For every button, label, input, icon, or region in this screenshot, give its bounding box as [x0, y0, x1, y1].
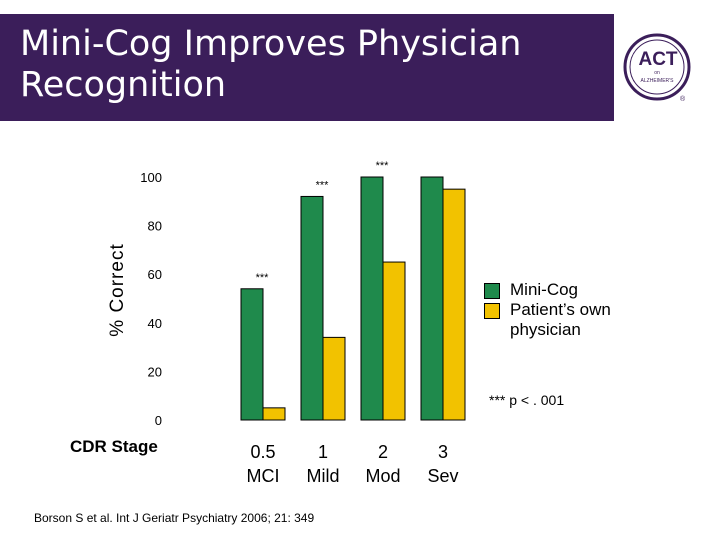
legend-item-mini-cog: Mini-Cog	[484, 280, 684, 300]
y-tick-label: 80	[148, 219, 162, 234]
legend-item-physician: Patient’s own physician	[484, 300, 684, 340]
x-tick-label: Mod	[365, 466, 400, 486]
legend-swatch-physician	[484, 303, 500, 319]
logo-alzheimers-text: ALZHEIMER'S	[641, 78, 675, 84]
x-tick-label: Mild	[306, 466, 339, 486]
y-tick-label: 20	[148, 364, 162, 379]
logo-on-text: on	[654, 70, 660, 76]
bar-mini-cog	[300, 195, 324, 421]
x-tick-label: MCI	[247, 466, 280, 486]
title-mini-cog: Mini-Cog	[20, 24, 173, 64]
bar-physician	[262, 407, 286, 421]
significance-marker: ***	[316, 179, 330, 191]
logo-registered-mark: ®	[680, 96, 686, 103]
x-tick-label: 0.5	[250, 442, 275, 462]
slide-title: Mini-Cog Improves Physician Recognition	[20, 24, 610, 106]
x-tick-label: Sev	[427, 466, 458, 486]
bar-mini-cog	[420, 176, 444, 421]
legend-label-mini-cog: Mini-Cog	[510, 280, 579, 299]
title-banner	[0, 14, 614, 121]
x-tick-label: 2	[378, 442, 388, 462]
y-tick-label: 0	[155, 413, 162, 428]
bar-mini-cog	[240, 288, 264, 421]
bar-physician	[322, 336, 346, 421]
logo-act-text: ACT	[638, 49, 677, 70]
significance-footnote: *** p < . 001	[489, 392, 565, 408]
x-axis-label: CDR Stage	[70, 437, 158, 456]
y-axis-label: % Correct	[107, 243, 128, 337]
significance-marker: ***	[256, 272, 270, 284]
x-tick-label: 3	[438, 442, 448, 462]
title-rest: Improves Physician Recognition	[20, 24, 522, 105]
y-tick-label: 100	[140, 170, 162, 185]
citation: Borson S et al. Int J Geriatr Psychiatry…	[34, 511, 315, 525]
significance-marker: ***	[376, 160, 390, 172]
bar-physician	[382, 261, 406, 421]
legend-swatch-mini-cog	[484, 283, 500, 299]
y-tick-label: 60	[148, 267, 162, 282]
legend-label-physician: Patient’s own physician	[510, 300, 611, 339]
y-tick-label: 40	[148, 316, 162, 331]
legend: Mini-Cog Patient’s own physician	[484, 280, 684, 340]
bar-physician	[442, 188, 466, 421]
x-tick-label: 1	[318, 442, 328, 462]
act-on-alzheimers-logo: ACT on ALZHEIMER'S	[623, 33, 691, 101]
bar-mini-cog	[360, 176, 384, 421]
